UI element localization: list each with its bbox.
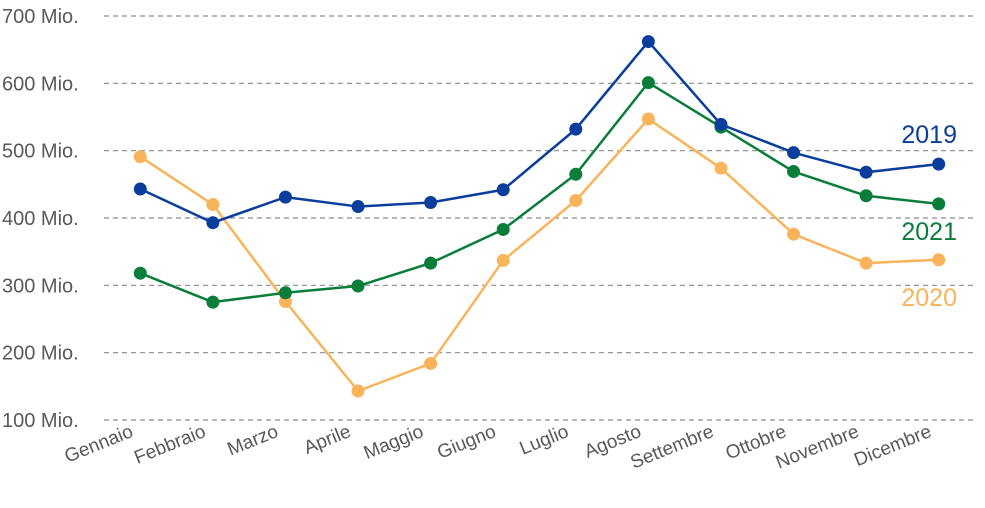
data-point-2020 [714,161,728,175]
data-point-2019 [133,182,147,196]
data-point-2021 [569,167,583,181]
y-tick-label: 500 Mio. [2,141,79,163]
data-point-2021 [133,266,147,280]
data-point-2019 [206,216,220,230]
data-point-2020 [569,193,583,207]
data-point-2021 [351,279,365,293]
data-point-2021 [787,165,801,179]
data-point-2019 [496,183,510,197]
y-axis-ticks: 100 Mio. 200 Mio. 300 Mio. 400 Mio. 500 Mio.… [2,6,79,432]
data-point-2019 [714,117,728,131]
data-point-2021 [278,286,292,300]
x-tick-label: Luglio [517,421,572,459]
series-lines [133,35,946,398]
data-point-2020 [641,112,655,126]
series-2020 [133,112,946,398]
data-point-2019 [351,200,365,214]
series-2019 [133,35,946,230]
data-point-2020 [133,150,147,164]
series-labels: 2019 2021 2020 [901,121,957,312]
data-point-2021 [932,197,946,211]
x-tick-label: Giugno [434,421,499,463]
y-tick-label: 200 Mio. [2,343,79,365]
x-tick-label: Maggio [361,421,427,464]
x-tick-label: Dicembre [851,421,934,471]
series-label-2019: 2019 [901,121,957,149]
data-point-2021 [641,76,655,90]
data-point-2019 [278,190,292,204]
data-point-2021 [424,256,438,270]
x-tick-label: Febbraio [131,421,208,469]
x-tick-label: Settembre [628,421,717,473]
data-point-2019 [787,146,801,160]
y-tick-label: 400 Mio. [2,208,79,230]
y-tick-label: 700 Mio. [2,6,79,28]
y-tick-label: 300 Mio. [2,275,79,297]
data-point-2020 [424,356,438,370]
series-line-2020 [139,117,939,393]
gridlines [104,15,975,421]
series-line-2021 [139,81,939,304]
data-point-2020 [496,253,510,267]
y-tick-label: 600 Mio. [2,73,79,95]
data-point-2019 [932,157,946,171]
data-point-2019 [641,35,655,49]
data-point-2019 [424,196,438,210]
data-point-2020 [932,253,946,267]
data-point-2021 [206,295,220,309]
y-tick-label: 100 Mio. [2,410,79,432]
data-point-2020 [351,384,365,398]
series-2021 [133,76,946,309]
data-point-2020 [859,256,873,270]
series-label-2020: 2020 [901,284,957,312]
data-point-2019 [859,165,873,179]
data-point-2020 [206,198,220,212]
series-line-2019 [139,40,939,224]
data-point-2021 [859,189,873,203]
data-point-2019 [569,122,583,136]
data-point-2021 [496,222,510,236]
x-tick-label: Aprile [301,421,354,459]
data-point-2020 [787,227,801,241]
x-tick-label: Novembre [773,421,862,473]
series-label-2021: 2021 [901,218,957,246]
x-tick-label: Marzo [225,421,282,460]
